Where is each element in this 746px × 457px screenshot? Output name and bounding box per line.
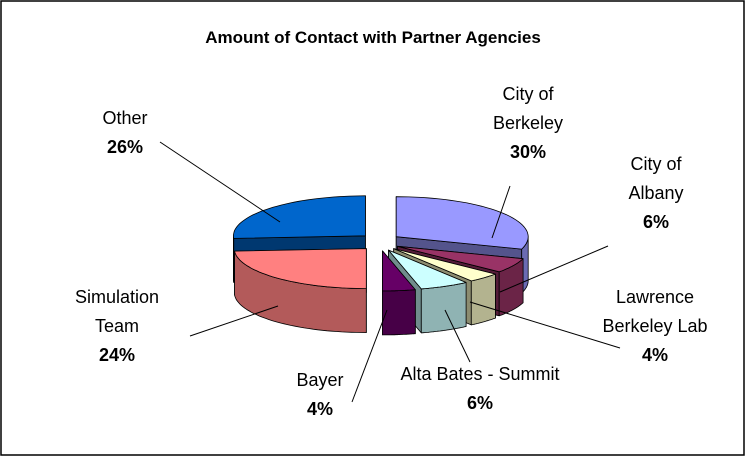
slice-category: Bayer — [296, 370, 344, 390]
slice-top — [233, 195, 366, 239]
slice-label: Other 26% — [80, 104, 170, 162]
leader-line — [159, 141, 281, 223]
slice-top — [234, 248, 367, 289]
slice-category: Alta Bates - Summit — [400, 364, 560, 384]
slice-top — [388, 249, 467, 290]
slice-value: 24% — [98, 345, 136, 365]
slice-top — [393, 248, 496, 282]
slice-value: 4% — [306, 399, 333, 419]
pie-slice — [234, 248, 367, 333]
slice-label: Lawrence Berkeley Lab 4% — [600, 283, 710, 370]
slice-side — [470, 273, 496, 326]
slice-value: 4% — [641, 345, 668, 365]
slice-label: City of Albany 6% — [612, 150, 700, 237]
slice-side — [382, 289, 416, 336]
slice-value: 6% — [466, 393, 493, 413]
leader-line — [469, 301, 621, 349]
slice-label: Alta Bates - Summit 6% — [395, 360, 565, 418]
slice-top — [395, 196, 529, 250]
slice-value: 26% — [106, 137, 144, 157]
slice-top — [382, 250, 416, 292]
slice-label: Bayer 4% — [285, 366, 355, 424]
slice-top — [397, 245, 524, 273]
leader-line — [499, 245, 609, 293]
leader-line — [444, 309, 471, 363]
leader-line — [351, 309, 388, 403]
slice-category: Simulation Team — [74, 287, 160, 336]
slice-label: City of Berkeley 30% — [478, 80, 578, 167]
slice-category: City of Berkeley — [492, 84, 564, 133]
slice-side — [420, 282, 467, 334]
leader-line — [189, 305, 279, 337]
slice-value: 6% — [642, 212, 669, 232]
leader-line — [491, 185, 511, 239]
chart-title: Amount of Contact with Partner Agencies — [205, 28, 541, 47]
slice-category: Lawrence Berkeley Lab — [602, 287, 708, 336]
slice-label: Simulation Team 24% — [52, 283, 182, 370]
slice-category: City of Albany — [628, 154, 684, 203]
slice-value: 30% — [509, 142, 547, 162]
slice-category: Other — [102, 108, 148, 128]
pie-slice — [382, 250, 416, 336]
